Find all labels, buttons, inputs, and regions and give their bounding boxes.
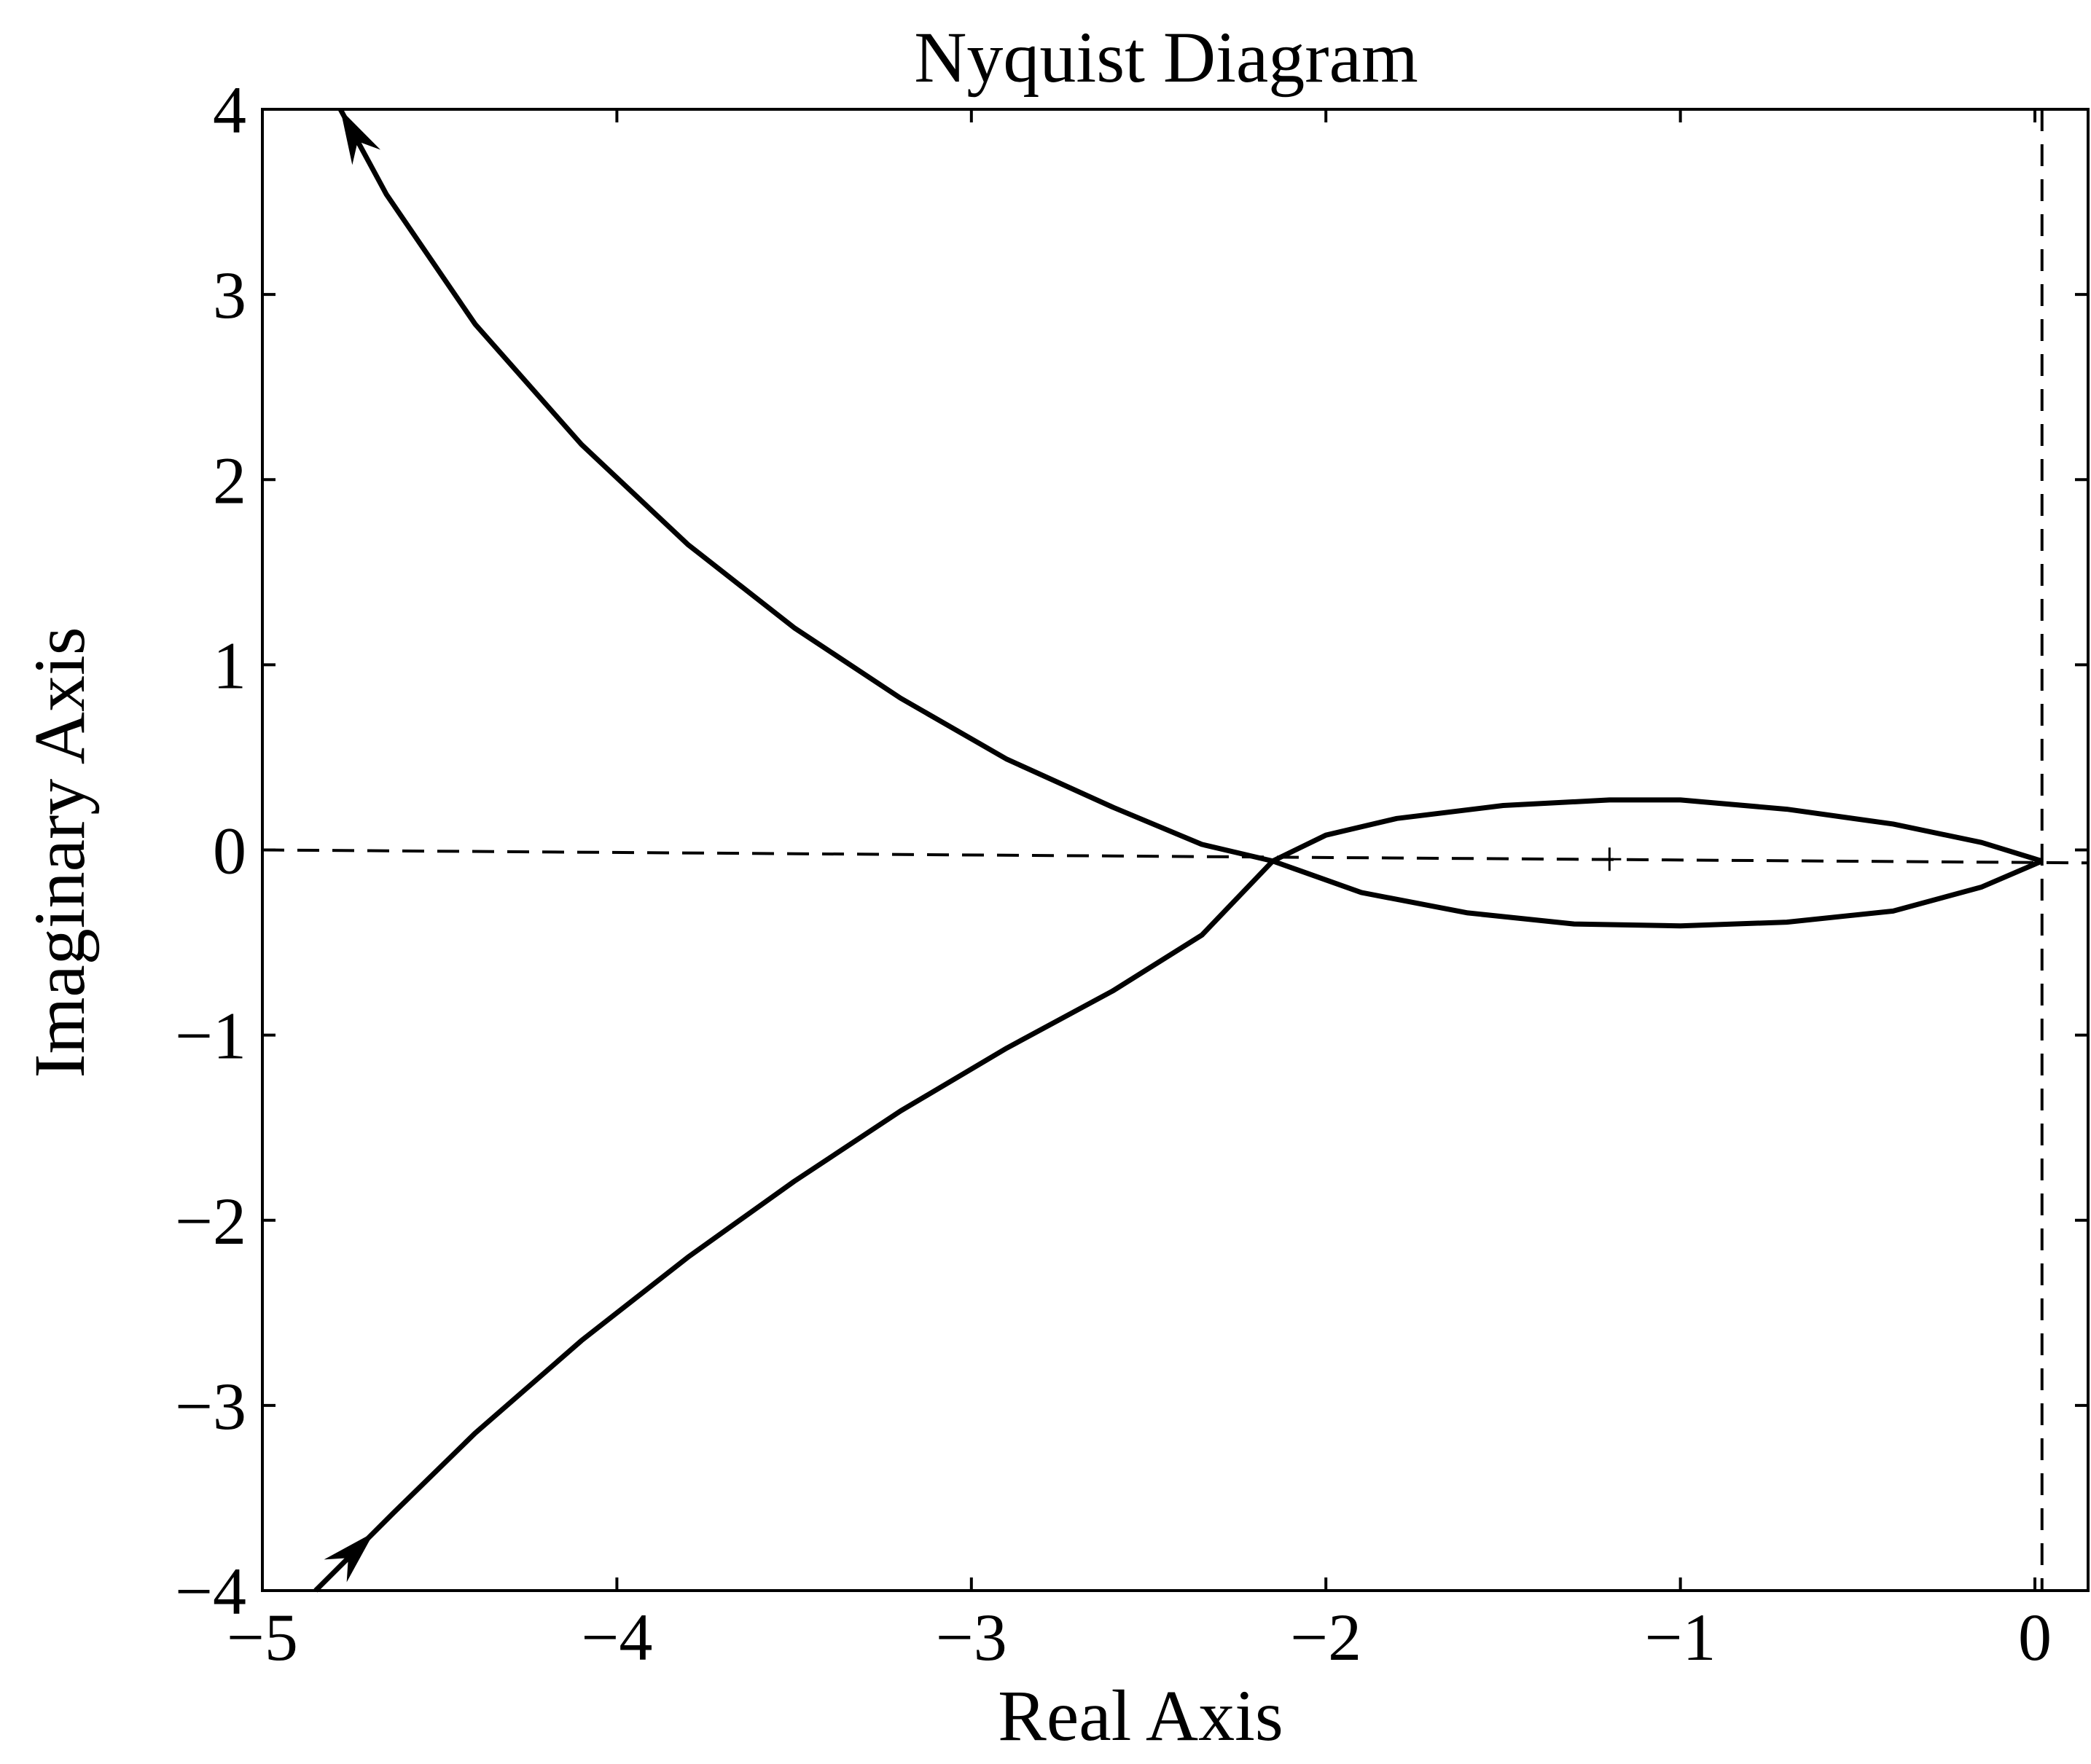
direction-arrowhead-2 bbox=[340, 109, 381, 165]
x-tick-label: 0 bbox=[2018, 1600, 2052, 1674]
x-tick-label: −5 bbox=[227, 1600, 298, 1674]
x-tick-label: −1 bbox=[1645, 1600, 1716, 1674]
y-tick-label: −3 bbox=[175, 1369, 246, 1443]
reference-lines bbox=[262, 109, 2089, 1591]
y-tick-label: 3 bbox=[213, 258, 246, 332]
y-tick-label: 4 bbox=[213, 73, 246, 147]
series-layer bbox=[313, 108, 2044, 1593]
y-tick-label: −2 bbox=[175, 1184, 246, 1258]
marker-layer bbox=[1598, 847, 1622, 871]
direction-arrowhead-1 bbox=[324, 1532, 375, 1583]
y-tick-label: −1 bbox=[175, 999, 246, 1073]
chart-title: Nyquist Diagram bbox=[914, 17, 1418, 98]
y-tick-label: −4 bbox=[175, 1554, 246, 1628]
plot-frame bbox=[261, 108, 2090, 1592]
horizontal-reference-line bbox=[262, 848, 2089, 865]
x-tick-label: −4 bbox=[581, 1600, 652, 1674]
nyquist-curve-1 bbox=[313, 797, 2043, 1593]
y-tick-label: 2 bbox=[213, 443, 246, 517]
x-tick-label: −3 bbox=[936, 1600, 1007, 1674]
y-tick-label: 1 bbox=[213, 628, 246, 702]
y-axis-label: Imaginary Axis bbox=[19, 627, 100, 1078]
x-tick-label: −2 bbox=[1290, 1600, 1361, 1674]
y-tick-label: 0 bbox=[213, 814, 246, 888]
x-axis-label: Real Axis bbox=[998, 1675, 1283, 1756]
nyquist-curve-2 bbox=[337, 108, 2044, 929]
